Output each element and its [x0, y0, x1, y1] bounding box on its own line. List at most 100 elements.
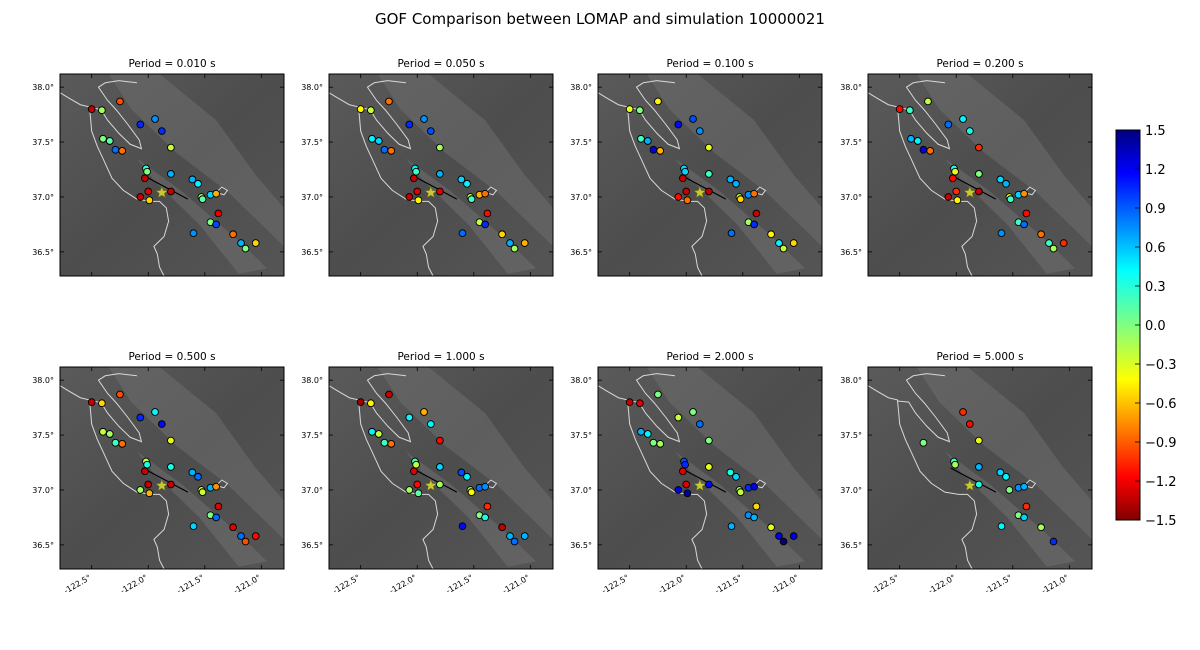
- station-marker: [380, 145, 389, 154]
- map-panel: Period = 0.010 s 38.0° 37.5° 37.0° 36.5°: [32, 58, 285, 277]
- panel-title: Period = 5.000 s: [936, 351, 1023, 363]
- station-marker: [944, 120, 953, 129]
- station-marker: [767, 230, 775, 239]
- station-marker: [637, 427, 645, 436]
- station-marker: [636, 399, 644, 408]
- colorbar-tick-label: 1.5: [1145, 124, 1166, 139]
- station-marker: [167, 480, 175, 489]
- map-panel: Period = 2.000 s 38.0° 37.5° 37.0° 36.5° -122…: [570, 351, 823, 596]
- lon-tick-label: -121.0°: [1040, 573, 1070, 596]
- coastline: [358, 80, 412, 150]
- station-marker: [167, 170, 175, 178]
- station-marker: [374, 137, 383, 145]
- colorbar-tick-label: −1.5: [1145, 514, 1177, 529]
- station-marker: [212, 513, 220, 522]
- station-marker: [752, 502, 761, 511]
- colorbar-tick-label: 1.2: [1145, 163, 1166, 178]
- panel-frame: [867, 366, 1093, 570]
- station-marker: [483, 502, 492, 511]
- lat-tick-label: 38.0°: [301, 376, 323, 385]
- lat-tick-label: 37.0°: [840, 193, 862, 202]
- lat-tick-label: 37.0°: [301, 486, 323, 495]
- coastline: [215, 186, 229, 196]
- station-marker: [674, 120, 683, 129]
- station-marker: [144, 187, 153, 196]
- station-marker: [420, 408, 428, 416]
- lon-tick-label: -121.5°: [984, 573, 1014, 596]
- station-marker: [683, 489, 692, 498]
- station-marker: [241, 537, 250, 546]
- station-marker: [413, 187, 422, 196]
- station-marker: [732, 472, 740, 481]
- station-marker: [750, 482, 758, 491]
- map-panel: Period = 1.000 s 38.0° 37.5° 37.0° 36.5° -122…: [301, 351, 554, 596]
- station-marker: [189, 229, 198, 238]
- station-marker: [118, 439, 127, 448]
- station-marker: [1006, 195, 1015, 204]
- station-marker: [458, 229, 467, 238]
- station-marker: [674, 413, 683, 422]
- station-marker: [140, 467, 149, 476]
- station-marker: [145, 196, 154, 205]
- epicenter-star: [693, 478, 707, 491]
- station-marker: [436, 463, 444, 471]
- station-marker: [1020, 513, 1028, 522]
- lon-tick-label: -122.0°: [927, 573, 957, 596]
- station-marker: [368, 427, 376, 436]
- station-marker: [1022, 502, 1031, 511]
- epicenter-star: [693, 185, 707, 198]
- colorbar-tick-label: 0.0: [1145, 319, 1166, 334]
- station-marker: [436, 480, 444, 489]
- fault-trace: [411, 467, 458, 493]
- lat-tick-label: 37.0°: [32, 486, 54, 495]
- lon-tick-label: -121.0°: [770, 573, 800, 596]
- map-panel: Period = 0.050 s 38.0° 37.5° 37.0° 36.5°: [301, 58, 554, 277]
- station-marker: [214, 209, 223, 218]
- terrain-ridge: [944, 158, 1076, 274]
- station-marker: [481, 513, 489, 522]
- station-marker: [194, 179, 202, 188]
- station-marker: [237, 239, 245, 247]
- station-marker: [997, 229, 1006, 238]
- station-marker: [105, 137, 114, 145]
- epicenter-star: [963, 185, 977, 198]
- station-marker: [111, 438, 120, 447]
- lon-tick-label: -121.5°: [445, 573, 475, 596]
- lat-tick-label: 36.5°: [840, 248, 862, 257]
- station-marker: [98, 399, 106, 408]
- station-marker: [105, 430, 114, 438]
- panel-title: Period = 0.500 s: [128, 351, 215, 363]
- station-marker: [151, 115, 159, 123]
- station-marker: [906, 106, 914, 115]
- station-marker: [414, 196, 423, 205]
- station-marker: [229, 230, 237, 239]
- station-marker: [1020, 220, 1028, 229]
- station-marker: [374, 430, 383, 438]
- station-marker: [683, 196, 692, 205]
- station-marker: [674, 193, 683, 201]
- lat-tick-label: 36.5°: [570, 541, 592, 550]
- station-marker: [237, 532, 245, 540]
- station-marker: [637, 134, 645, 143]
- station-marker: [463, 179, 471, 188]
- station-marker: [775, 239, 783, 247]
- station-marker: [144, 480, 153, 489]
- station-marker: [405, 193, 414, 201]
- lat-tick-label: 38.0°: [570, 376, 592, 385]
- station-marker: [198, 195, 207, 204]
- lon-tick-label: -122.5°: [62, 573, 92, 596]
- epicenter-star: [424, 478, 438, 491]
- station-marker: [727, 522, 736, 531]
- terrain-ridge: [136, 451, 268, 567]
- station-marker: [188, 468, 197, 477]
- coastline: [627, 80, 681, 150]
- station-marker: [975, 187, 983, 196]
- station-marker: [510, 537, 519, 546]
- station-marker: [414, 489, 423, 498]
- station-marker: [654, 390, 662, 399]
- station-marker: [188, 175, 197, 184]
- station-marker: [681, 167, 689, 176]
- station-marker: [895, 105, 904, 113]
- station-marker: [726, 468, 735, 477]
- station-marker: [656, 439, 665, 448]
